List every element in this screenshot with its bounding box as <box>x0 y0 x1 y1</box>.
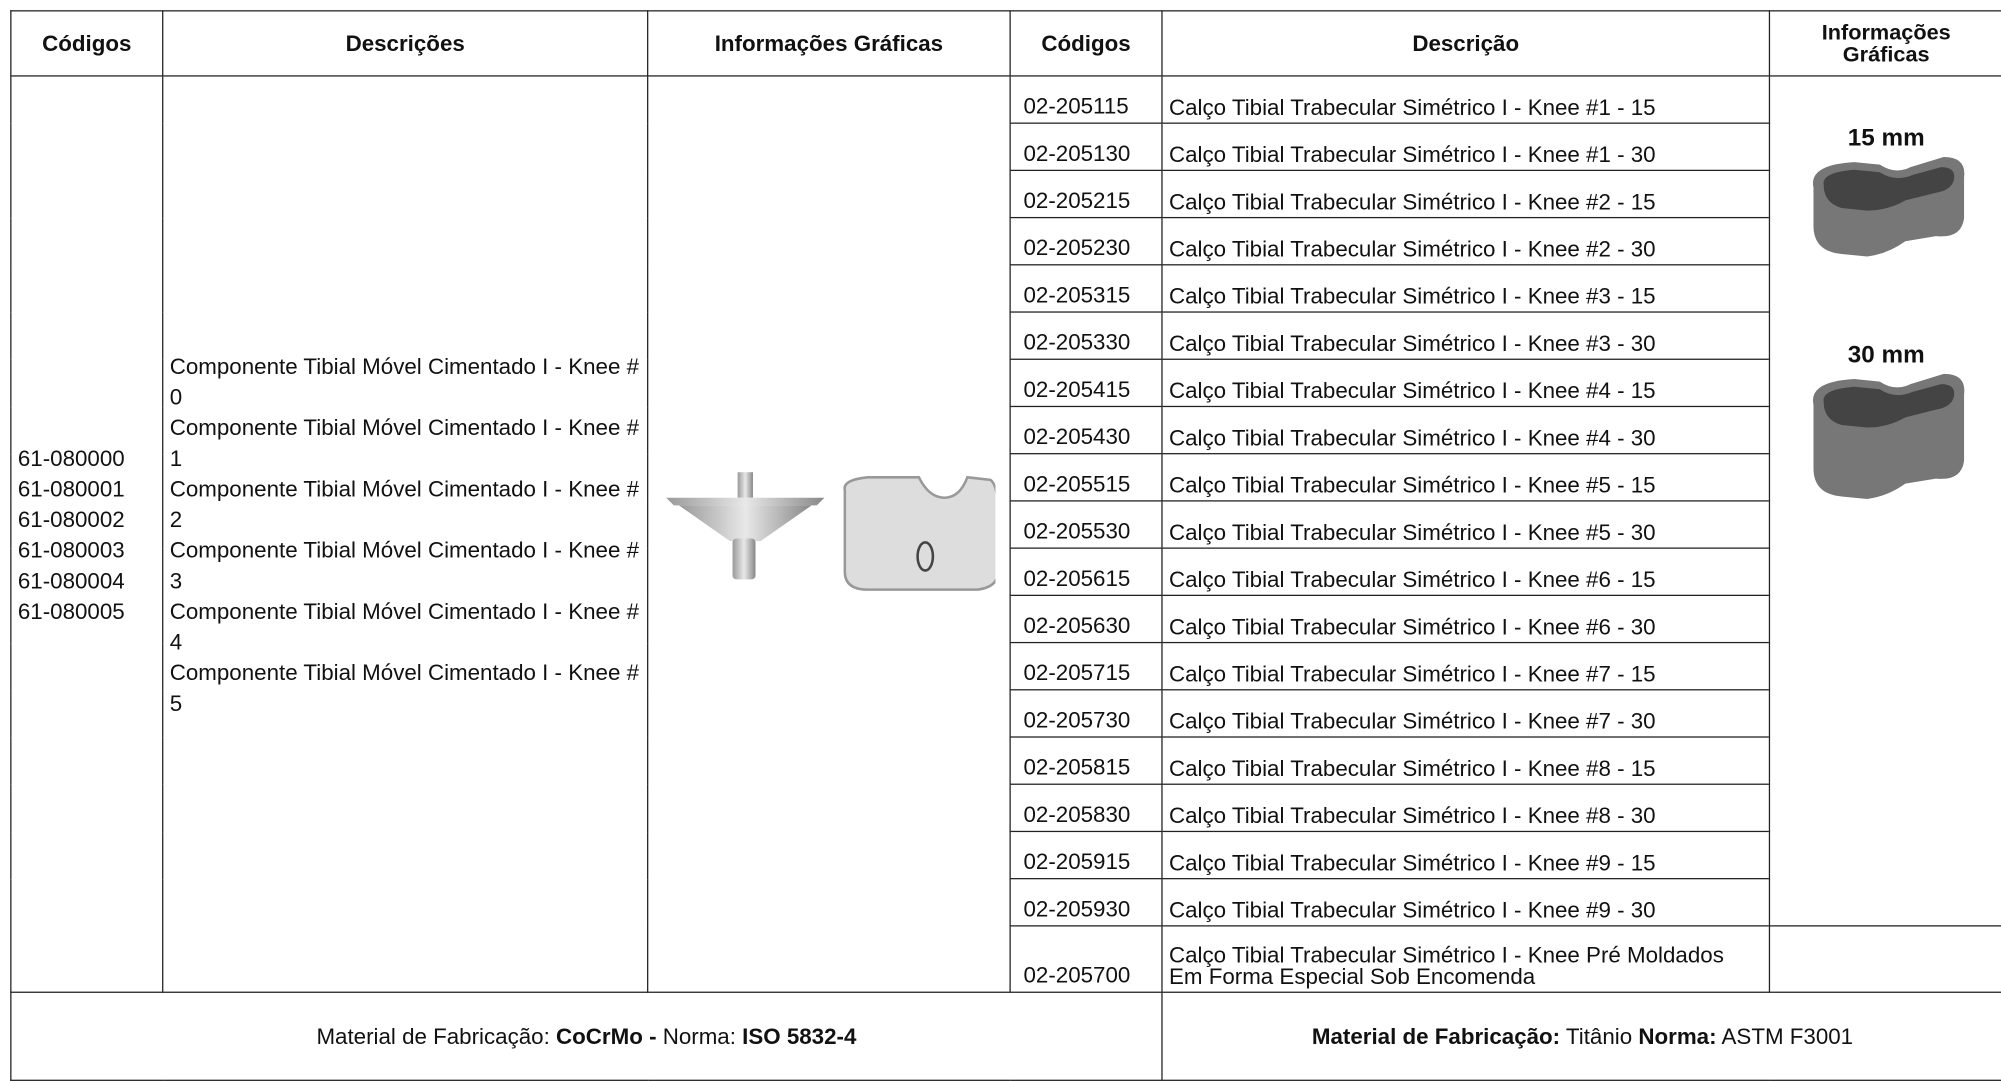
description-text: Componente Tibial Móvel Cimentado I - Kn… <box>169 659 639 716</box>
footer-text: Titânio <box>1560 1022 1639 1049</box>
table-row: 02-205515 Calço Tibial Trabecular Simétri… <box>11 453 2001 502</box>
table-row: 02-205415 Calço Tibial Trabecular Simétri… <box>11 358 2001 408</box>
table-row: 02-205830 Calço Tibial Trabecular Simétri… <box>11 783 2001 833</box>
table-row: 02-205915 Calço Tibial Trabecular Simétri… <box>11 830 2001 880</box>
description-cell: Calço Tibial Trabecular Simétrico I - Kn… <box>1161 122 1771 172</box>
code-cell: 02-205930 <box>1009 878 1163 927</box>
table-row: 02-205930 Calço Tibial Trabecular Simétri… <box>11 878 2001 927</box>
footer-text: ASTM F3001 <box>1716 1022 1854 1049</box>
code-cell: 02-205315 <box>1009 264 1163 313</box>
description-cell: Calço Tibial Trabecular Simétrico I - Kn… <box>1161 878 1771 927</box>
table-row: 02-205815 Calço Tibial Trabecular Simétri… <box>11 736 2001 785</box>
description-cell: Calço Tibial Trabecular Simétrico I - Kn… <box>1161 547 1771 596</box>
shim-image <box>1812 373 1965 499</box>
code-text: 61-080004 <box>17 567 125 593</box>
size-label: 15 mm <box>1847 125 1925 152</box>
graphics-cell: 15 mm 30 mm <box>1768 75 2001 927</box>
code-cell: 02-205130 <box>1009 122 1163 172</box>
code-cell: 02-205330 <box>1009 311 1163 360</box>
product-table: Códigos Descrições Informações Gráficas … <box>10 10 2001 1081</box>
shim-image <box>1812 156 1965 257</box>
description-cell: Calço Tibial Trabecular Simétrico I - Kn… <box>1161 216 1771 266</box>
footer-text: Norma: <box>656 1022 743 1049</box>
description-cell: Calço Tibial Trabecular Simétrico I - Kn… <box>1161 830 1771 880</box>
description-cell: Calço Tibial Trabecular Simétrico I - Kn… <box>1161 405 1771 455</box>
code-cell: 02-205715 <box>1009 641 1163 691</box>
code-cell: 02-205915 <box>1009 830 1163 880</box>
description-cell: Calço Tibial Trabecular Simétrico I - Kn… <box>1161 75 1771 124</box>
description-cell: Calço Tibial Trabecular Simétrico I - Kn… <box>1161 641 1771 691</box>
code-cell: 02-205730 <box>1009 689 1163 738</box>
description-cell: Calço Tibial Trabecular Simétrico I - Kn… <box>1161 594 1771 644</box>
table-row: 02-205130 Calço Tibial Trabecular Simétri… <box>11 122 2001 172</box>
description-cell: Calço Tibial Trabecular Simétrico I - Kn… <box>1161 311 1771 360</box>
code-cell: 02-205530 <box>1009 500 1163 549</box>
description-cell: Calço Tibial Trabecular Simétrico I - Kn… <box>1161 453 1771 502</box>
code-cell: 02-205230 <box>1009 216 1163 266</box>
description-text: Componente Tibial Móvel Cimentado I - Kn… <box>169 352 639 410</box>
header-cell: Códigos <box>1009 10 1163 77</box>
header-cell: Descrições <box>162 10 649 77</box>
description-cell: Calço Tibial Trabecular Simétrico I - Kn… <box>1161 783 1771 833</box>
size-label: 30 mm <box>1847 342 1925 369</box>
code-cell: 02-205630 <box>1009 594 1163 644</box>
code-cell: 02-205430 <box>1009 405 1163 455</box>
code-text: 61-080003 <box>17 536 125 563</box>
footer-text: CoCrMo - <box>556 1022 657 1049</box>
code-cell: 02-205815 <box>1009 736 1163 785</box>
code-cell: 02-205115 <box>1009 75 1163 124</box>
header-cell: Descrição <box>1161 10 1771 77</box>
description-text: Componente Tibial Móvel Cimentado I - Kn… <box>169 597 639 655</box>
description-cell: Calço Tibial Trabecular Simétrico I - Kn… <box>1161 358 1771 408</box>
footer-text: Material de Fabricação: <box>1311 1022 1561 1049</box>
header-cell: Códigos <box>10 10 164 77</box>
description-cell: Calço Tibial Trabecular Simétrico I - Kn… <box>1161 689 1771 738</box>
table-row: 02-205615 Calço Tibial Trabecular Simétri… <box>11 547 2001 596</box>
code-cell: 02-205700 <box>1009 925 1163 993</box>
table-row: 02-205230 Calço Tibial Trabecular Simétri… <box>11 216 2001 266</box>
description-cell: Calço Tibial Trabecular Simétrico I - Kn… <box>1161 925 1771 993</box>
description-text: Componente Tibial Móvel Cimentado I - Kn… <box>169 414 639 471</box>
code-cell: 02-205515 <box>1009 453 1163 502</box>
code-cell: 02-205830 <box>1009 783 1163 833</box>
header-cell: Informações Gráficas <box>647 10 1011 77</box>
code-text: 61-080005 <box>17 597 125 624</box>
code-cell: 02-205215 <box>1009 169 1163 219</box>
tibial-component-image <box>665 472 999 591</box>
footer-text: Norma: <box>1638 1022 1717 1049</box>
code-text: 61-080001 <box>17 475 125 501</box>
table-row: 61-080000 61-080001 61-080002 61-080003 61-0… <box>10 75 2001 993</box>
header-cell: Informações Gráficas <box>1768 10 2001 77</box>
footer-row: Material de Fabricação: CoCrMo - Norma: … <box>10 991 2001 1081</box>
table-row: 02-205715 Calço Tibial Trabecular Simétri… <box>11 641 2001 691</box>
page: Códigos Descrições Informações Gráficas … <box>10 10 2001 1081</box>
description-cell: Calço Tibial Trabecular Simétrico I - Kn… <box>1161 736 1771 785</box>
descriptions-cell: Componente Tibial Móvel Cimentado I - Kn… <box>162 75 649 993</box>
description-cell: Calço Tibial Trabecular Simétrico I - Kn… <box>1161 264 1771 313</box>
code-cell: 02-205415 <box>1009 358 1163 408</box>
footer-text: Material de Fabricação: <box>316 1022 557 1049</box>
footer-left: Material de Fabricação: CoCrMo - Norma: … <box>10 991 1163 1081</box>
graphics-cell <box>647 75 1011 993</box>
table-row: 02-205330 Calço Tibial Trabecular Simétri… <box>11 311 2001 360</box>
description-cell: Calço Tibial Trabecular Simétrico I - Kn… <box>1161 500 1771 549</box>
empty-cell <box>1768 925 2001 993</box>
table-row: 02-205730 Calço Tibial Trabecular Simétri… <box>11 689 2001 738</box>
footer-text: ISO 5832-4 <box>742 1022 857 1049</box>
description-text: Componente Tibial Móvel Cimentado I - Kn… <box>169 536 639 593</box>
code-cell: 02-205615 <box>1009 547 1163 596</box>
code-text: 61-080002 <box>17 506 125 532</box>
table-row: 02-205315 Calço Tibial Trabecular Simétri… <box>11 264 2001 313</box>
footer-right: Material de Fabricação: Titânio Norma: A… <box>1161 991 2001 1081</box>
table-row: 02-205215 Calço Tibial Trabecular Simétri… <box>11 169 2001 219</box>
codes-cell: 61-080000 61-080001 61-080002 61-080003 61-0… <box>10 75 164 993</box>
table-row: 02-205430 Calço Tibial Trabecular Simétri… <box>11 405 2001 455</box>
table-row: 02-205630 Calço Tibial Trabecular Simétri… <box>11 594 2001 644</box>
description-text: Componente Tibial Móvel Cimentado I - Kn… <box>169 475 639 532</box>
description-cell: Calço Tibial Trabecular Simétrico I - Kn… <box>1161 169 1771 219</box>
code-text: 61-080000 <box>17 444 125 471</box>
table-row: 02-205530 Calço Tibial Trabecular Simétri… <box>11 500 2001 549</box>
